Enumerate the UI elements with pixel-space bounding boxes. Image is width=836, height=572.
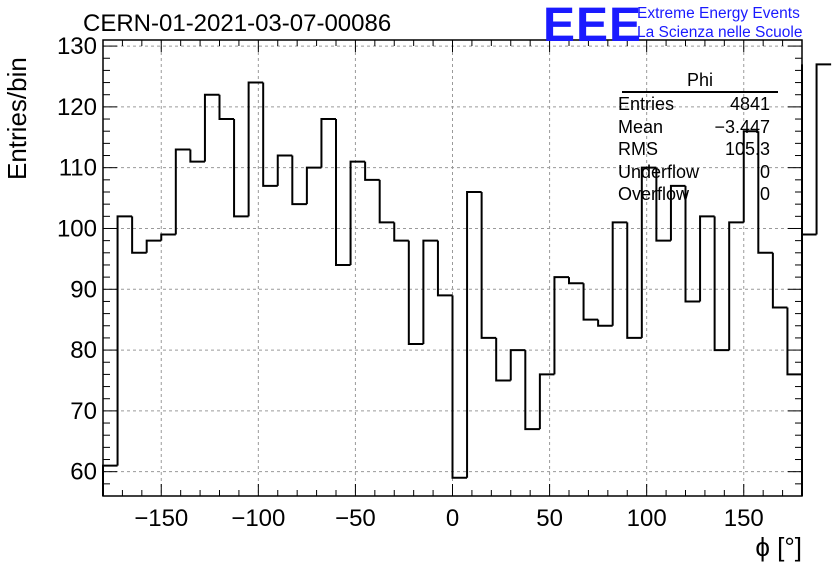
- histogram-bin: [713, 216, 730, 352]
- stats-value: 0: [759, 184, 770, 204]
- histogram-bin: [436, 240, 453, 297]
- histogram-bin: [669, 184, 686, 241]
- histogram-bin: [189, 149, 205, 163]
- logo-caption-line1: Extreme Energy Events: [637, 5, 800, 22]
- logo-caption-line2: La Scienza nelle Scuole: [637, 24, 803, 41]
- stats-label: Overflow: [618, 184, 690, 204]
- histogram-bin: [597, 319, 613, 327]
- plot-frame: [102, 39, 803, 497]
- histogram-bin: [145, 239, 162, 253]
- x-tick-label: −100: [231, 505, 285, 532]
- x-axis-label: ϕ [°]: [755, 532, 802, 562]
- histogram-bin: [640, 166, 657, 338]
- histogram-bin: [349, 160, 366, 265]
- stats-value: 105.3: [724, 139, 770, 159]
- stats-value: 4841: [729, 94, 770, 114]
- histogram-bin: [203, 93, 220, 162]
- y-tick-label: 130: [57, 33, 97, 60]
- histogram-bin: [466, 191, 482, 478]
- histogram-bin: [320, 118, 336, 168]
- histogram-bin: [771, 252, 788, 309]
- y-tick-label: 90: [70, 276, 97, 303]
- histogram-bin: [393, 222, 409, 242]
- histogram-bin: [262, 82, 278, 187]
- histogram-bin: [160, 233, 176, 241]
- chart-title: CERN-01-2021-03-07-00086: [83, 10, 392, 37]
- stats-label: RMS: [618, 139, 658, 159]
- histogram-bin: [801, 233, 817, 375]
- histogram-bin: [174, 148, 191, 235]
- histogram-bin: [509, 349, 526, 381]
- histogram-bin: [538, 373, 555, 430]
- stats-row: Overflow 0: [610, 183, 778, 206]
- histogram-bin: [247, 81, 264, 217]
- y-tick-label: 70: [70, 398, 97, 425]
- logo-caption: Extreme Energy Events La Scienza nelle S…: [637, 4, 802, 42]
- x-tick-label: −150: [134, 505, 188, 532]
- histogram-bin: [276, 154, 293, 186]
- histogram-bin: [116, 215, 133, 466]
- eee-logo: EEE: [543, 0, 643, 52]
- histogram-bin: [218, 94, 235, 121]
- stats-row: RMS 105.3: [610, 138, 778, 161]
- histogram-bin: [611, 221, 628, 326]
- histogram-bin: [407, 240, 424, 345]
- stats-label: Mean: [618, 116, 664, 137]
- histogram-bin: [335, 119, 351, 266]
- histogram-bin: [684, 185, 701, 303]
- stats-box: Phi Entries 4841 Mean −3.447 RMS 105.3 Unde…: [610, 70, 778, 206]
- histogram-bin: [699, 215, 715, 302]
- y-tick-label: 80: [70, 337, 97, 364]
- histogram-bin: [728, 221, 744, 351]
- stats-value: 0: [759, 161, 770, 182]
- y-tick-label: 60: [70, 459, 97, 486]
- stats-label: Underflow: [618, 161, 700, 182]
- histogram-bin: [742, 130, 759, 223]
- stats-title: Phi: [622, 70, 778, 93]
- histogram-bin: [757, 131, 773, 254]
- histogram-bin: [568, 277, 584, 285]
- stats-label: Entries: [618, 94, 675, 114]
- stats-value: −3.447: [714, 116, 770, 137]
- histogram-bin: [553, 276, 569, 375]
- y-tick-label: 120: [57, 94, 97, 121]
- x-tick-label: −50: [335, 505, 376, 532]
- histogram-bin: [131, 216, 147, 254]
- x-tick-label: 100: [627, 505, 667, 532]
- histogram-bin: [233, 119, 249, 218]
- histogram-bin: [786, 307, 802, 376]
- histogram-bin: [451, 295, 468, 479]
- x-tick-label: 150: [724, 505, 764, 532]
- x-tick-label: 0: [446, 505, 459, 532]
- x-tick-label: 50: [536, 505, 563, 532]
- histogram-bin: [626, 222, 642, 339]
- histogram-bin: [480, 192, 497, 339]
- histogram-bin: [378, 179, 395, 224]
- stats-row: Mean −3.447: [610, 116, 778, 139]
- histogram-bin: [364, 161, 380, 181]
- histogram-bin: [305, 166, 322, 205]
- stats-row: Underflow 0: [610, 161, 778, 184]
- histogram-bin: [815, 63, 832, 235]
- histogram-bin: [422, 239, 438, 344]
- histogram-bin: [102, 464, 118, 496]
- y-tick-label: 110: [59, 155, 97, 182]
- histogram-bin: [524, 350, 540, 431]
- histogram-bin: [655, 167, 671, 242]
- histogram-bin: [582, 283, 599, 321]
- stats-row: Entries 4841: [610, 93, 778, 116]
- y-tick-label: 100: [57, 215, 97, 242]
- histogram-bin: [495, 337, 511, 382]
- y-axis-label: Entries/bin: [2, 57, 32, 180]
- histogram-bin: [291, 155, 307, 206]
